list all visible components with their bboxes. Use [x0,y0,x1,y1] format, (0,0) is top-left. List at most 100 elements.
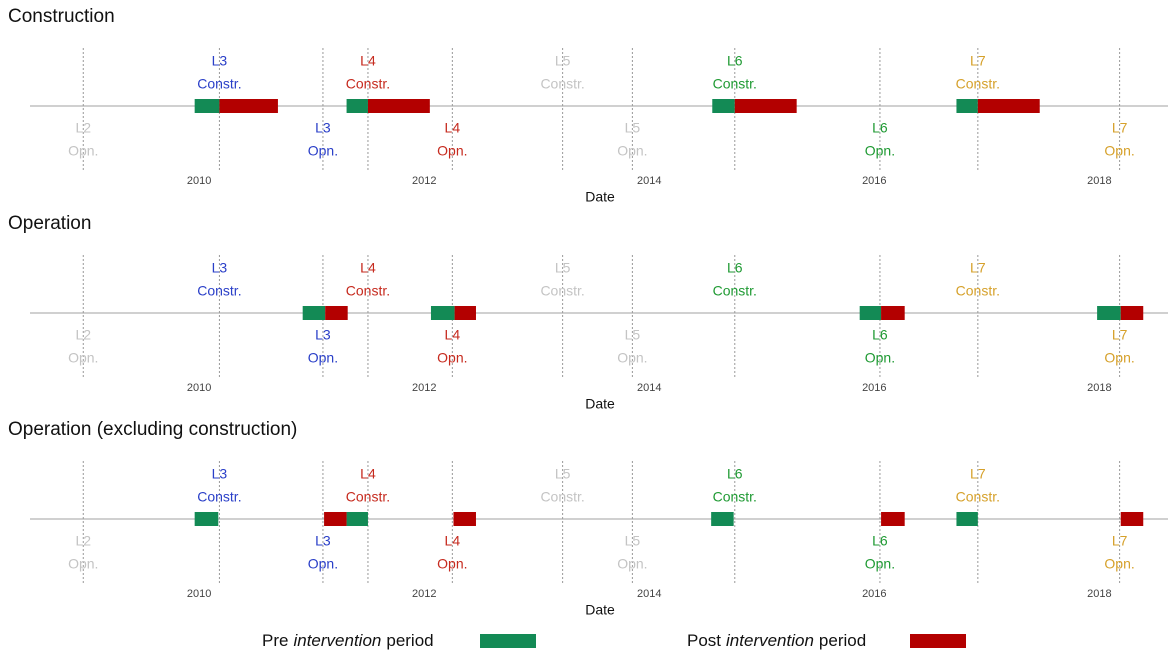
event-kind: Constr. [540,489,584,505]
period-bar [956,512,978,526]
x-tick-label: 2012 [412,175,436,187]
event-kind: Opn. [308,143,338,159]
event-kind: Opn. [68,556,98,572]
period-bar [324,512,347,526]
panel-title: Operation (excluding construction) [8,419,297,440]
panel: Construction L2 Opn. L3 Constr. L3 Opn. L4 Const… [8,6,1168,205]
event-kind: Opn. [68,143,98,159]
x-tick-label: 2010 [187,382,211,394]
event-kind: Opn. [68,350,98,366]
event-label: L3 [315,120,331,136]
period-bar [346,512,368,526]
period-bar [881,306,905,320]
legend-swatch [910,634,966,648]
event-kind: Opn. [308,556,338,572]
event-label: L7 [970,260,986,276]
period-bar [430,306,455,320]
period-bar [454,306,476,320]
period-bar [219,99,278,113]
event-label: L5 [555,53,571,69]
x-tick-label: 2014 [637,175,661,187]
legend-text: intervention [293,631,381,650]
event-label: L6 [872,120,888,136]
event-label: L7 [1112,120,1128,136]
event-label: L7 [970,53,986,69]
event-label: L6 [727,53,743,69]
event-kind: Constr. [197,76,241,92]
event-kind: Opn. [1104,350,1134,366]
panel: Operation L2 Opn. L3 Constr. L3 Opn. L4 Constr. L… [8,213,1168,412]
event-kind: Opn. [865,143,895,159]
event-kind: Constr. [540,76,584,92]
event-label: L5 [625,533,641,549]
event-kind: Constr. [346,489,390,505]
x-axis-label: Date [585,396,615,412]
event-label: L4 [360,53,376,69]
x-tick-label: 2016 [862,175,886,187]
event-label: L5 [625,327,641,343]
event-kind: Opn. [437,556,467,572]
x-axis-label: Date [585,602,615,618]
event-label: L5 [555,466,571,482]
period-bar [712,99,735,113]
x-axis-label: Date [585,189,615,205]
event-kind: Opn. [617,143,647,159]
event-kind: Opn. [865,350,895,366]
event-kind: Constr. [540,283,584,299]
event-label: L3 [212,260,228,276]
event-kind: Constr. [713,283,757,299]
x-tick-label: 2018 [1087,588,1111,600]
event-kind: Constr. [197,283,241,299]
event-label: L4 [445,327,461,343]
period-bar [325,306,348,320]
legend-text: period [386,631,433,650]
event-label: L4 [445,120,461,136]
x-tick-label: 2012 [412,382,436,394]
event-label: L3 [315,533,331,549]
legend-text: Pre [262,631,288,650]
x-tick-label: 2012 [412,588,436,600]
period-bar [302,306,326,320]
period-bar [1120,512,1144,526]
legend-text: Post [687,631,721,650]
legend-text: period [819,631,866,650]
event-kind: Constr. [346,76,390,92]
period-bar [977,99,1040,113]
period-bar [346,99,368,113]
panel-title: Operation [8,213,91,234]
event-label: L3 [212,466,228,482]
legend-text: intervention [726,631,814,650]
event-label: L2 [75,120,91,136]
event-label: L2 [75,533,91,549]
event-label: L4 [360,260,376,276]
event-label: L7 [1112,327,1128,343]
event-kind: Constr. [713,489,757,505]
event-kind: Opn. [308,350,338,366]
event-label: L3 [315,327,331,343]
period-bar [711,512,734,526]
event-label: L2 [75,327,91,343]
period-bar [367,99,430,113]
panel-title: Construction [8,6,115,27]
event-label: L6 [727,260,743,276]
period-bar [1120,306,1144,320]
event-kind: Opn. [437,350,467,366]
event-label: L6 [872,533,888,549]
event-kind: Opn. [865,556,895,572]
period-bar [1097,306,1121,320]
event-label: L4 [360,466,376,482]
x-tick-label: 2014 [637,588,661,600]
period-bar [734,99,797,113]
period-bar [881,512,905,526]
event-kind: Opn. [617,556,647,572]
event-label: L7 [970,466,986,482]
legend-label: Pre intervention period [262,631,434,650]
event-kind: Constr. [956,76,1000,92]
x-tick-label: 2010 [187,588,211,600]
period-bar [194,99,220,113]
event-kind: Opn. [1104,556,1134,572]
event-label: L6 [872,327,888,343]
x-tick-label: 2016 [862,588,886,600]
panel: Operation (excluding construction) L2 Opn.… [8,419,1168,618]
